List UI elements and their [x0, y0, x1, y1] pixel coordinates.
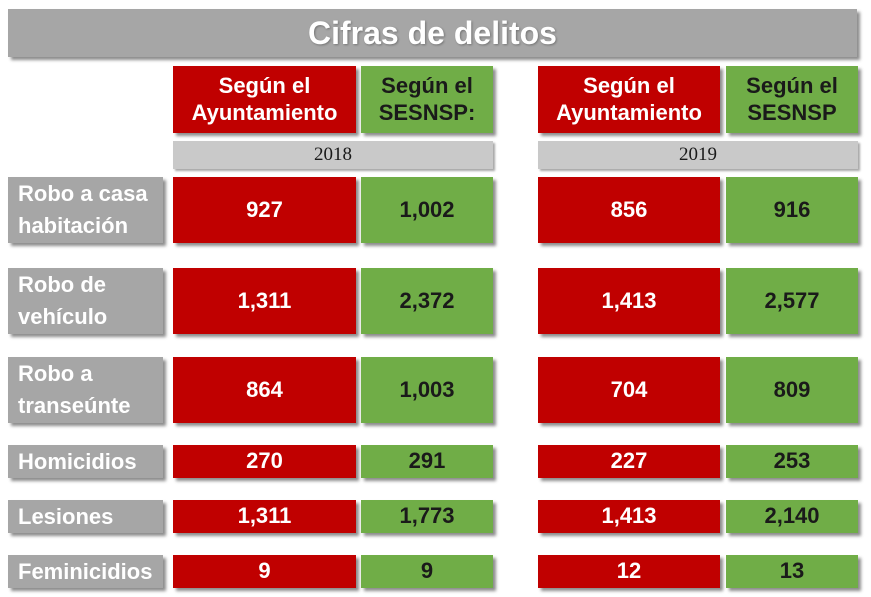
column-header: Según el SESNSP:	[361, 66, 493, 133]
table-cell: 12	[538, 555, 720, 588]
table-cell: 253	[726, 445, 858, 478]
table-cell: 2,577	[726, 268, 858, 334]
table-cell: 864	[173, 357, 356, 423]
row-label: Robo de vehículo	[8, 268, 163, 334]
table-cell: 270	[173, 445, 356, 478]
table-cell: 1,413	[538, 268, 720, 334]
table-cell: 291	[361, 445, 493, 478]
year-label: 2018	[173, 141, 493, 169]
table-cell: 809	[726, 357, 858, 423]
table-cell: 856	[538, 177, 720, 243]
column-header: Según el SESNSP	[726, 66, 858, 133]
table-cell: 927	[173, 177, 356, 243]
table-cell: 704	[538, 357, 720, 423]
table-cell: 1,413	[538, 500, 720, 533]
year-label: 2019	[538, 141, 858, 169]
table-title: Cifras de delitos	[8, 9, 857, 57]
table-cell: 1,311	[173, 268, 356, 334]
table-cell: 2,140	[726, 500, 858, 533]
row-label: Lesiones	[8, 500, 163, 533]
table-cell: 9	[361, 555, 493, 588]
row-label: Robo a casa habitación	[8, 177, 163, 243]
column-header: Según el Ayuntamiento	[173, 66, 356, 133]
table-cell: 2,372	[361, 268, 493, 334]
row-label: Robo a transeúnte	[8, 357, 163, 423]
row-label: Homicidios	[8, 445, 163, 478]
table-cell: 1,003	[361, 357, 493, 423]
column-header: Según el Ayuntamiento	[538, 66, 720, 133]
table-cell: 1,773	[361, 500, 493, 533]
table-cell: 916	[726, 177, 858, 243]
table-cell: 1,002	[361, 177, 493, 243]
table-cell: 1,311	[173, 500, 356, 533]
table-cell: 13	[726, 555, 858, 588]
row-label: Feminicidios	[8, 555, 163, 588]
table-cell: 9	[173, 555, 356, 588]
table-cell: 227	[538, 445, 720, 478]
